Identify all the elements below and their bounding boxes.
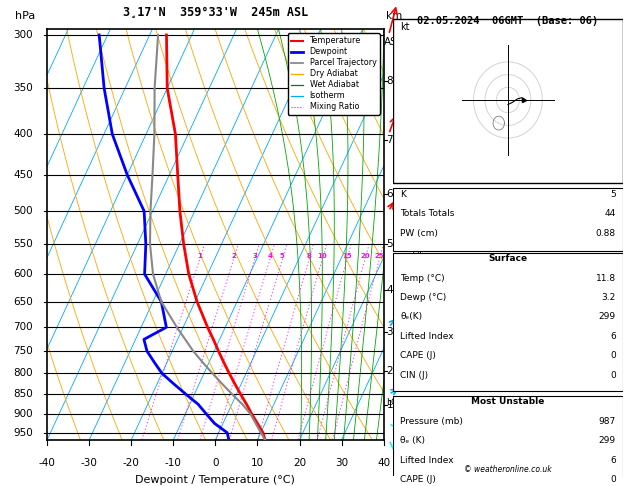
Text: 400: 400 [13, 129, 33, 139]
Text: 3.2: 3.2 [601, 293, 616, 302]
Text: 299: 299 [599, 436, 616, 445]
Text: 0: 0 [610, 370, 616, 380]
Text: 44: 44 [604, 209, 616, 218]
Text: 900: 900 [13, 409, 33, 419]
Text: 02.05.2024  06GMT  (Base: 06): 02.05.2024 06GMT (Base: 06) [417, 16, 599, 25]
Text: 11.8: 11.8 [596, 274, 616, 282]
Text: -30: -30 [81, 458, 97, 469]
Text: 987: 987 [599, 417, 616, 426]
Text: Temp (°C): Temp (°C) [400, 274, 445, 282]
Text: ASL: ASL [384, 37, 404, 47]
Text: -10: -10 [165, 458, 182, 469]
Text: 850: 850 [13, 389, 33, 399]
Text: CAPE (J): CAPE (J) [400, 351, 436, 360]
Text: 7: 7 [386, 135, 393, 145]
Text: 299: 299 [599, 312, 616, 321]
Text: Lifted Index: Lifted Index [400, 455, 454, 465]
Text: Most Unstable: Most Unstable [471, 398, 545, 406]
Text: 700: 700 [13, 322, 33, 332]
Text: θₑ(K): θₑ(K) [400, 312, 422, 321]
Text: 750: 750 [13, 346, 33, 356]
Text: 800: 800 [13, 368, 33, 379]
Text: 3: 3 [386, 327, 393, 337]
Legend: Temperature, Dewpoint, Parcel Trajectory, Dry Adiabat, Wet Adiabat, Isotherm, Mi: Temperature, Dewpoint, Parcel Trajectory… [288, 33, 380, 115]
Bar [393, 396, 623, 486]
Text: 650: 650 [13, 297, 33, 307]
Text: -20: -20 [123, 458, 140, 469]
Text: 20: 20 [293, 458, 306, 469]
Bar [393, 19, 623, 183]
Text: 10: 10 [251, 458, 264, 469]
Text: CAPE (J): CAPE (J) [400, 475, 436, 484]
Text: 4: 4 [267, 253, 272, 260]
Text: 3: 3 [252, 253, 257, 260]
Text: 6: 6 [386, 189, 393, 199]
Text: 2: 2 [386, 366, 393, 376]
Text: 4: 4 [386, 285, 393, 295]
Text: 1: 1 [197, 253, 202, 260]
Text: 550: 550 [13, 239, 33, 249]
Text: 0: 0 [212, 458, 219, 469]
Text: -40: -40 [39, 458, 55, 469]
Text: © weatheronline.co.uk: © weatheronline.co.uk [464, 465, 552, 474]
Text: 25: 25 [374, 253, 384, 260]
Text: 3¸17'N  359°33'W  245m ASL: 3¸17'N 359°33'W 245m ASL [123, 6, 308, 19]
Text: Dewpoint / Temperature (°C): Dewpoint / Temperature (°C) [135, 475, 296, 485]
Text: 300: 300 [13, 30, 33, 40]
Text: 8: 8 [306, 253, 311, 260]
Text: km: km [386, 11, 402, 21]
Bar [393, 253, 623, 391]
Text: 15: 15 [342, 253, 352, 260]
Text: Totals Totals: Totals Totals [400, 209, 454, 218]
Text: 8: 8 [386, 76, 393, 86]
Text: 2: 2 [231, 253, 236, 260]
Text: 950: 950 [13, 428, 33, 437]
Text: 40: 40 [377, 458, 390, 469]
Text: K: K [400, 190, 406, 199]
Text: PW (cm): PW (cm) [400, 229, 438, 238]
Text: 6: 6 [610, 455, 616, 465]
Text: Dewp (°C): Dewp (°C) [400, 293, 446, 302]
Text: 350: 350 [13, 83, 33, 93]
Text: 0: 0 [610, 475, 616, 484]
Text: θₑ (K): θₑ (K) [400, 436, 425, 445]
Text: 10: 10 [317, 253, 327, 260]
Text: 20: 20 [360, 253, 370, 260]
Text: Pressure (mb): Pressure (mb) [400, 417, 463, 426]
Text: LCL: LCL [386, 398, 403, 407]
Text: Mixing Ratio (g/kg): Mixing Ratio (g/kg) [413, 189, 422, 280]
Text: CIN (J): CIN (J) [400, 370, 428, 380]
Text: 0: 0 [610, 351, 616, 360]
Text: 450: 450 [13, 170, 33, 180]
Text: 6: 6 [610, 332, 616, 341]
Bar [393, 188, 623, 250]
Text: 1: 1 [386, 400, 393, 411]
Text: 5: 5 [280, 253, 284, 260]
Text: Lifted Index: Lifted Index [400, 332, 454, 341]
Text: 5: 5 [386, 239, 393, 249]
Text: 5: 5 [610, 190, 616, 199]
Text: 500: 500 [13, 206, 33, 216]
Text: hPa: hPa [15, 11, 35, 21]
Text: kt: kt [400, 21, 409, 32]
Text: Surface: Surface [488, 254, 528, 263]
Text: 0.88: 0.88 [596, 229, 616, 238]
Text: 600: 600 [13, 269, 33, 279]
Text: 30: 30 [335, 458, 348, 469]
